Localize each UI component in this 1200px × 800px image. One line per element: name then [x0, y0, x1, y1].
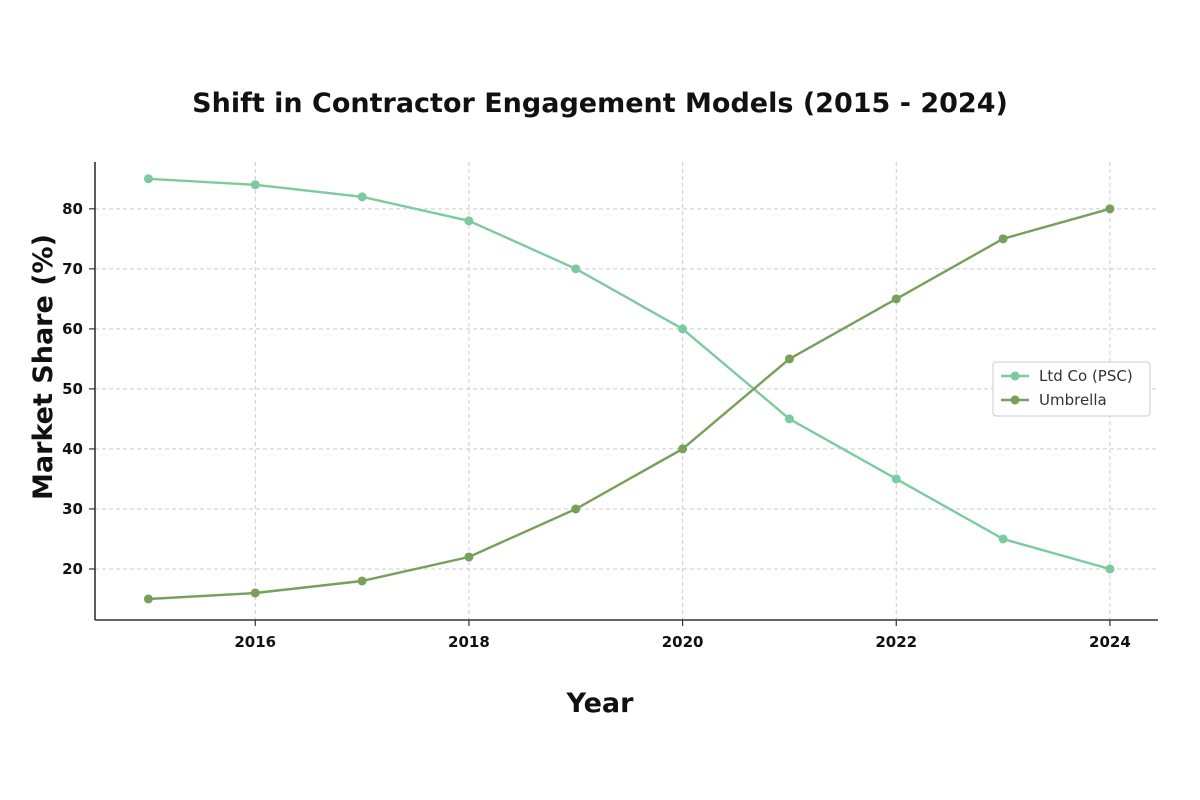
data-point	[784, 354, 794, 364]
series-line	[148, 177, 1111, 571]
data-point	[998, 234, 1008, 244]
y-axis-label: Market Share (%)	[28, 234, 59, 500]
data-point	[784, 414, 794, 424]
legend-label: Ltd Co (PSC)	[1039, 367, 1133, 385]
x-tick-label: 2018	[448, 633, 490, 651]
data-point	[464, 552, 474, 562]
y-tick-label: 70	[62, 260, 83, 278]
legend-swatch-marker	[1010, 395, 1020, 405]
data-point	[678, 324, 688, 334]
data-point	[1105, 204, 1115, 214]
x-tick-label: 2022	[875, 633, 917, 651]
y-tick-label: 80	[62, 200, 83, 218]
y-tick-label: 50	[62, 380, 83, 398]
data-point	[143, 174, 153, 184]
y-tick-label: 60	[62, 320, 83, 338]
legend-label: Umbrella	[1039, 391, 1107, 409]
data-point	[250, 180, 260, 190]
data-point	[357, 192, 367, 202]
legend-box	[992, 361, 1151, 417]
data-point	[1105, 564, 1115, 574]
y-tick-label: 40	[62, 440, 83, 458]
data-point	[891, 294, 901, 304]
y-tick-label: 20	[62, 560, 83, 578]
series-umbrella	[143, 204, 1115, 604]
data-point	[357, 576, 367, 586]
legend: Ltd Co (PSC) Umbrella	[992, 361, 1151, 417]
data-point	[143, 594, 153, 604]
data-point	[998, 534, 1008, 544]
x-tick-label: 2024	[1089, 633, 1131, 651]
series-line	[148, 207, 1111, 601]
gridlines	[95, 162, 1158, 620]
legend-swatch-marker	[1010, 371, 1020, 381]
x-tick-label: 2020	[662, 633, 704, 651]
axis-ticks: 20 30 40 50 60 70 80 2016 2018 2020 2022 2024	[62, 200, 1131, 651]
x-tick-label: 2016	[234, 633, 276, 651]
data-point	[571, 504, 581, 514]
data-point	[464, 216, 474, 226]
series-ltd-co-psc	[143, 174, 1115, 574]
data-point	[571, 264, 581, 274]
data-point	[678, 444, 688, 454]
data-point	[891, 474, 901, 484]
data-point	[250, 588, 260, 598]
y-tick-label: 30	[62, 500, 83, 518]
series-group	[143, 174, 1115, 604]
chart-title: Shift in Contractor Engagement Models (2…	[192, 88, 1008, 119]
x-axis-label: Year	[566, 688, 635, 719]
